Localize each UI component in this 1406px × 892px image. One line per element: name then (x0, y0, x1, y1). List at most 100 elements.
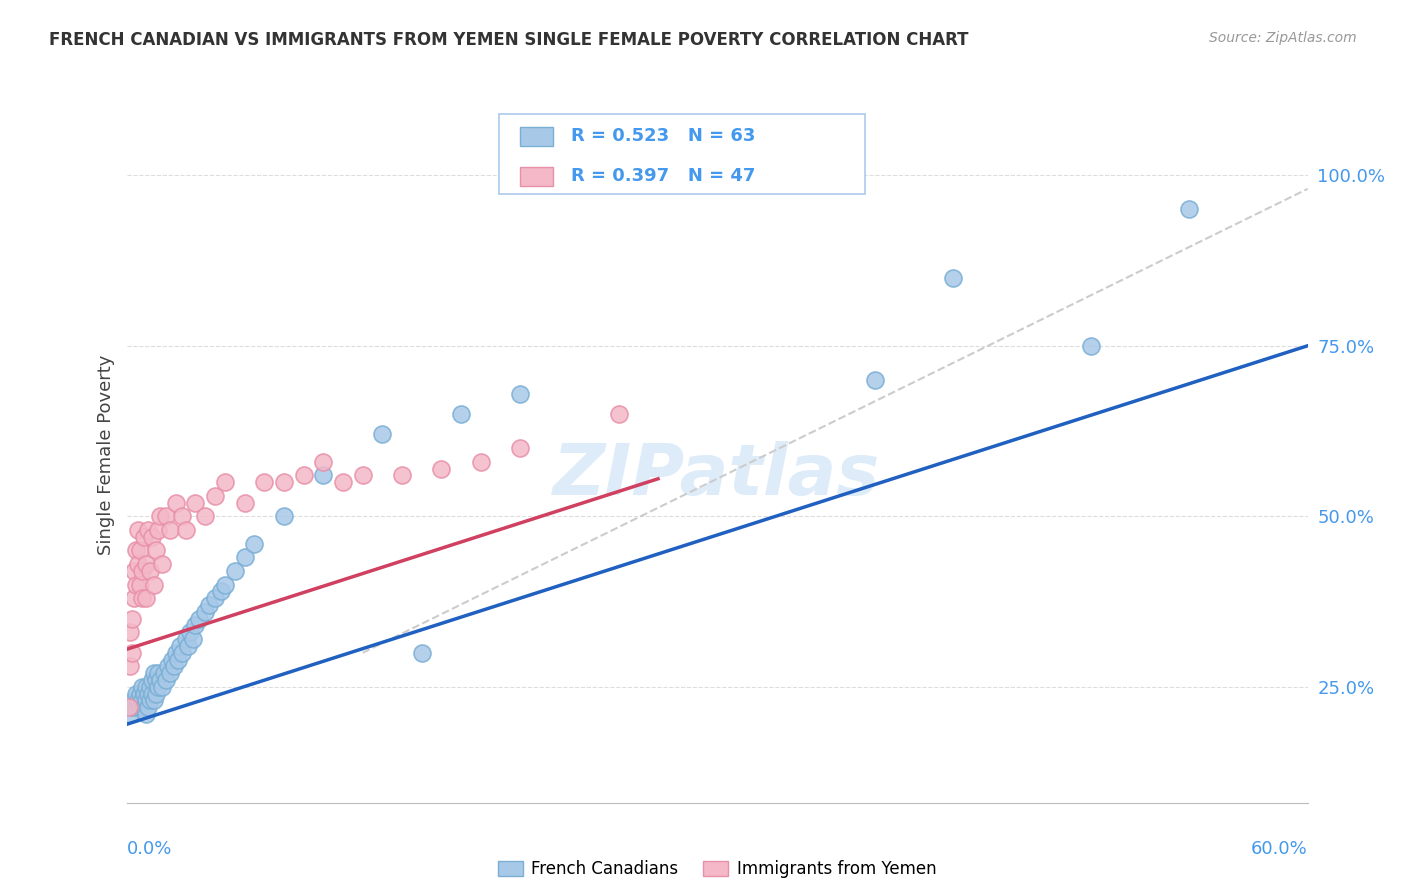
Point (224, 564, 246, 578)
Point (411, 646, 433, 660)
Point (135, 591, 157, 606)
Point (150, 557, 173, 571)
Point (129, 687, 152, 701)
Point (120, 659, 142, 673)
Point (143, 693, 166, 707)
Point (141, 530, 163, 544)
Text: R = 0.397   N = 47: R = 0.397 N = 47 (571, 168, 755, 186)
Point (176, 639, 198, 653)
Text: Source: ZipAtlas.com: Source: ZipAtlas.com (1209, 31, 1357, 45)
Point (155, 673, 177, 687)
Point (145, 687, 167, 701)
Point (134, 700, 156, 714)
Point (135, 557, 157, 571)
Point (166, 652, 188, 666)
Point (131, 693, 153, 707)
Point (163, 659, 186, 673)
Point (135, 680, 157, 694)
Point (136, 523, 159, 537)
Point (214, 577, 236, 591)
Point (134, 687, 156, 701)
FancyBboxPatch shape (520, 127, 553, 146)
Point (371, 427, 394, 442)
Point (141, 687, 163, 701)
Point (174, 632, 197, 646)
Legend: French Canadians, Immigrants from Yemen: French Canadians, Immigrants from Yemen (491, 854, 943, 885)
Point (184, 496, 207, 510)
Point (169, 639, 191, 653)
Point (165, 496, 187, 510)
Point (153, 666, 176, 681)
Point (149, 673, 172, 687)
Point (509, 386, 531, 401)
Point (214, 475, 236, 490)
Point (1080, 339, 1102, 353)
Point (131, 564, 153, 578)
Point (292, 468, 315, 483)
Point (188, 612, 211, 626)
Point (170, 509, 193, 524)
Point (253, 475, 276, 490)
Point (141, 673, 163, 687)
Point (470, 455, 492, 469)
Point (352, 468, 374, 483)
Point (145, 673, 167, 687)
Point (134, 530, 156, 544)
Text: R = 0.523   N = 63: R = 0.523 N = 63 (571, 128, 755, 145)
Point (135, 707, 157, 722)
Point (127, 557, 149, 571)
Point (273, 475, 295, 490)
Point (194, 605, 217, 619)
Point (135, 693, 157, 707)
Point (146, 523, 169, 537)
Point (204, 591, 226, 606)
Point (509, 441, 531, 455)
Point (127, 693, 149, 707)
Point (143, 577, 166, 591)
Point (121, 646, 143, 660)
Point (160, 652, 183, 666)
Point (159, 666, 181, 681)
Point (120, 625, 142, 640)
Point (863, 373, 886, 387)
Point (139, 693, 162, 707)
Point (179, 625, 201, 640)
Point (131, 591, 153, 606)
Point (124, 591, 146, 606)
Point (145, 543, 167, 558)
Point (149, 509, 172, 524)
Point (124, 693, 146, 707)
Point (198, 598, 221, 612)
Point (174, 523, 197, 537)
Point (156, 659, 179, 673)
Point (139, 680, 162, 694)
Point (391, 468, 413, 483)
Point (120, 707, 142, 722)
Text: ZIPatlas: ZIPatlas (554, 442, 880, 510)
Point (942, 270, 965, 285)
Point (136, 687, 159, 701)
Point (233, 496, 256, 510)
FancyBboxPatch shape (499, 114, 865, 194)
Point (430, 461, 453, 475)
Point (273, 509, 295, 524)
Point (312, 455, 335, 469)
FancyBboxPatch shape (520, 167, 553, 186)
Point (121, 612, 143, 626)
Point (607, 407, 630, 421)
Point (1178, 202, 1201, 217)
Point (243, 536, 266, 550)
Point (117, 700, 139, 714)
Point (129, 543, 152, 558)
Point (194, 509, 217, 524)
Point (131, 680, 153, 694)
Point (127, 523, 149, 537)
Point (143, 666, 166, 681)
Point (170, 646, 193, 660)
Y-axis label: Single Female Poverty: Single Female Poverty (97, 355, 115, 555)
Point (233, 550, 256, 565)
Text: FRENCH CANADIAN VS IMMIGRANTS FROM YEMEN SINGLE FEMALE POVERTY CORRELATION CHART: FRENCH CANADIAN VS IMMIGRANTS FROM YEMEN… (49, 31, 969, 49)
Point (146, 666, 169, 681)
Point (209, 584, 232, 599)
Point (129, 577, 152, 591)
